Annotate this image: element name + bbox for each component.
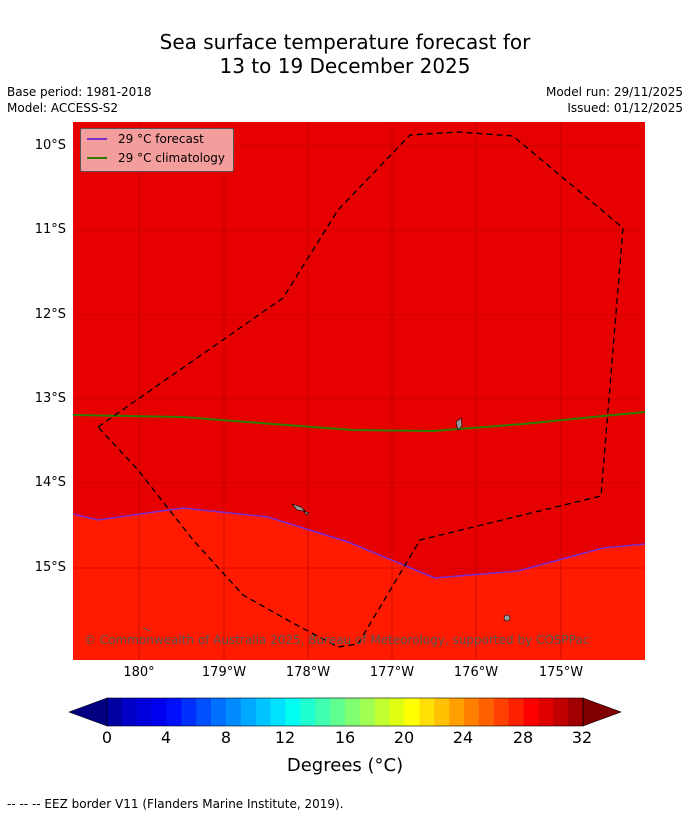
colorbar-tick-label: 32 xyxy=(571,728,593,747)
island-wallis xyxy=(455,417,463,431)
legend-climatology-swatch xyxy=(87,157,107,159)
colorbar xyxy=(68,697,622,727)
map-legend: 29 °C forecast 29 °C climatology xyxy=(80,128,234,172)
colorbar-segment xyxy=(330,698,346,726)
island-sw xyxy=(142,627,151,632)
meta-right: Model run: 29/11/2025 Issued: 01/12/2025 xyxy=(546,84,683,116)
colorbar-segment xyxy=(523,698,539,726)
base-period: Base period: 1981-2018 xyxy=(7,85,152,99)
colorbar-segment xyxy=(255,698,271,726)
model-run: Model run: 29/11/2025 xyxy=(545,85,683,99)
cool-region xyxy=(73,508,645,660)
colorbar-segment xyxy=(404,698,420,726)
lon-label: 179°W xyxy=(201,665,247,680)
model-name: Model: ACCESS-S2 xyxy=(7,101,119,115)
colorbar-over-arrow xyxy=(582,697,622,727)
colorbar-tick-label: 4 xyxy=(160,728,172,747)
legend-forecast-label: 29 °C forecast xyxy=(118,132,204,146)
colorbar-segment xyxy=(568,698,584,726)
colorbar-tick-label: 28 xyxy=(512,728,534,747)
lat-label: 15°S xyxy=(34,560,66,575)
colorbar-segment xyxy=(240,698,257,726)
chart-title: Sea surface temperature forecast for 13 … xyxy=(0,30,690,78)
colorbar-segment xyxy=(300,698,316,726)
colorbar-segment xyxy=(359,698,376,726)
island-south xyxy=(503,614,511,622)
issued-date: Issued: 01/12/2025 xyxy=(567,101,683,115)
colorbar-tick-label: 8 xyxy=(220,728,232,747)
map-panel[interactable] xyxy=(73,122,645,660)
colorbar-segment xyxy=(464,698,480,726)
island-alofi xyxy=(302,510,310,516)
colorbar-segment xyxy=(151,698,167,726)
map-credit: © Commonwealth of Australia 2025, Bureau… xyxy=(84,633,590,647)
legend-forecast: 29 °C forecast xyxy=(87,131,204,147)
colorbar-segment xyxy=(374,698,390,726)
meta-left: Base period: 1981-2018 Model: ACCESS-S2 xyxy=(7,84,152,116)
colorbar-segment xyxy=(389,698,405,726)
climatology-29c-contour xyxy=(73,411,645,433)
colorbar-tick-label: 24 xyxy=(452,728,474,747)
title-line-1: Sea surface temperature forecast for xyxy=(159,30,531,54)
colorbar-units: Degrees (°C) xyxy=(286,755,404,776)
legend-climatology: 29 °C climatology xyxy=(87,150,225,166)
colorbar-tick-label: 16 xyxy=(334,728,356,747)
legend-forecast-swatch xyxy=(87,138,107,140)
eez-border xyxy=(97,131,624,648)
colorbar-segment xyxy=(434,698,450,726)
colorbar-tick-label: 20 xyxy=(393,728,415,747)
colorbar-segment xyxy=(121,698,138,726)
forecast-29c-contour xyxy=(73,507,645,579)
colorbar-segment xyxy=(478,698,495,726)
colorbar-segment xyxy=(181,698,197,726)
colorbar-tick-label: 12 xyxy=(274,728,296,747)
lat-label: 11°S xyxy=(34,222,66,237)
colorbar-segment xyxy=(196,698,212,726)
colorbar-segment xyxy=(449,698,465,726)
legend-climatology-label: 29 °C climatology xyxy=(118,151,226,165)
colorbar-segment xyxy=(315,698,331,726)
lon-label: 178°W xyxy=(285,665,331,680)
colorbar-segment xyxy=(285,698,301,726)
lon-label: 177°W xyxy=(369,665,415,680)
lon-label: 180° xyxy=(123,665,155,680)
colorbar-segment xyxy=(553,698,569,726)
lon-label: 176°W xyxy=(453,665,499,680)
lat-label: 10°S xyxy=(34,138,66,153)
colorbar-segment xyxy=(226,698,242,726)
colorbar-segment xyxy=(419,698,435,726)
colorbar-segment xyxy=(508,698,524,726)
lat-label: 14°S xyxy=(34,475,66,490)
lat-label: 13°S xyxy=(34,391,66,406)
title-line-2: 13 to 19 December 2025 xyxy=(219,54,471,78)
colorbar-segment xyxy=(493,698,509,726)
colorbar-tick-label: 0 xyxy=(101,728,113,747)
colorbar-segment xyxy=(107,698,123,726)
colorbar-segment xyxy=(136,698,152,726)
eez-footnote: -- -- -- EEZ border V11 (Flanders Marine… xyxy=(7,797,344,811)
lon-label: 175°W xyxy=(538,665,584,680)
map-canvas xyxy=(73,122,645,660)
lat-label: 12°S xyxy=(34,307,66,322)
colorbar-segment xyxy=(211,698,227,726)
colorbar-segment xyxy=(166,698,182,726)
colorbar-segment xyxy=(345,698,361,726)
colorbar-outline xyxy=(106,697,584,727)
colorbar-under-arrow xyxy=(68,697,108,727)
graticule xyxy=(73,122,645,660)
island-futuna xyxy=(291,503,306,512)
colorbar-segment xyxy=(270,698,286,726)
colorbar-segment xyxy=(538,698,554,726)
